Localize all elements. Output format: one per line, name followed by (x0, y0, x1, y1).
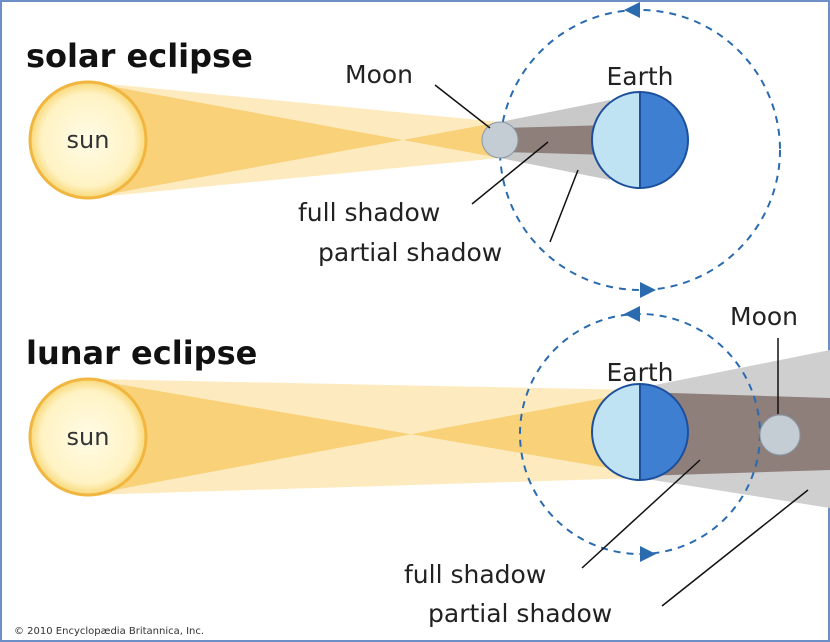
full-shadow-label: full shadow (404, 560, 546, 589)
credit: © 2010 Encyclopædia Britannica, Inc. (14, 626, 204, 637)
partial-shadow-label: partial shadow (318, 238, 502, 267)
moon (760, 415, 800, 455)
moon-label: Moon (345, 60, 413, 89)
sun-label: sun (67, 423, 110, 451)
panel-title: lunar eclipse (26, 334, 257, 372)
panel-title: solar eclipse (26, 37, 253, 75)
earth-label: Earth (606, 62, 673, 91)
full-shadow-label: full shadow (298, 198, 440, 227)
moon (482, 122, 518, 158)
diagram: solar eclipse sun Moon Earth full shadow… (0, 0, 830, 642)
sun-label: sun (67, 126, 110, 154)
earth-label: Earth (606, 358, 673, 387)
partial-shadow-label: partial shadow (428, 599, 612, 628)
moon-label: Moon (730, 302, 798, 331)
